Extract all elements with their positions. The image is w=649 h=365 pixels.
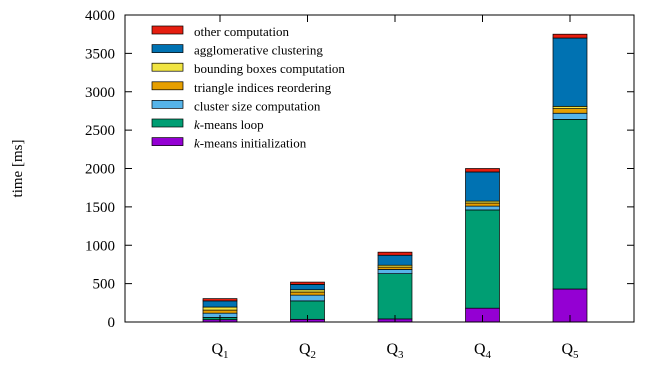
x-tick-label: Q3 [386,341,404,361]
y-tick-label: 3500 [85,46,115,62]
x-tick-labels: Q1 Q2 Q3 Q4 Q5 [211,15,579,361]
legend-swatch [151,100,184,109]
bar-segment-q3-series-7 [377,251,413,256]
bar-segment-q5-series-3 [552,112,588,120]
bar-segment-q1-series-4 [202,309,238,314]
bar-segment-q1-series-5 [202,306,238,311]
legend-swatch [151,118,184,128]
legend-label: triangle indices reordering [194,80,332,95]
legend-swatch [151,44,184,53]
y-axis-label: time [ms] [10,140,26,198]
bar-segment-q3-series-2 [377,273,413,320]
bar-segment-q2-series-3 [290,294,325,302]
y-tick-label: 3000 [85,85,115,101]
legend-label: agglomerative clustering [194,43,323,58]
bar-segment-q2-series-7 [290,281,325,285]
y-tick-label: 2500 [85,123,115,139]
x-tick-label: Q5 [561,341,579,361]
legend-label: bounding boxes computation [194,61,345,76]
bar-segment-q5-series-7 [552,33,588,39]
y-ticks: 0 500 1000 1500 2000 2500 3000 3500 4000 [85,8,634,331]
legend-label: k-means initialization [194,136,307,151]
bar-segment-q4-series-6 [465,171,500,202]
bars-layer [202,33,588,323]
bar-segment-q1-series-6 [202,300,238,308]
legend-swatch [151,25,184,35]
x-tick-label: Q4 [474,341,492,361]
legend: other computation agglomerative clusterin… [151,24,345,151]
y-tick-label: 1500 [85,200,115,216]
legend-swatch [151,137,184,146]
bar-segment-q4-series-4 [465,202,500,207]
legend-swatch [151,62,184,72]
legend-label: k-means loop [194,117,264,132]
legend-label: other computation [194,24,289,39]
bar-segment-q3-series-3 [377,269,413,274]
x-tick-label: Q2 [299,341,316,361]
y-tick-label: 0 [108,315,116,331]
y-tick-label: 4000 [85,8,115,24]
legend-label: cluster size computation [194,98,321,113]
bar-segment-q2-series-6 [290,284,325,291]
bar-segment-q2-series-4 [290,291,325,296]
x-tick-label: Q1 [211,341,228,361]
y-tick-label: 500 [93,277,116,293]
bar-segment-q5-series-6 [552,37,588,107]
bar-segment-q5-series-4 [552,108,588,114]
bar-segment-q3-series-6 [377,254,413,266]
bar-segment-q5-series-2 [552,119,588,290]
bar-segment-q4-series-2 [465,209,500,309]
bar-segment-q1-series-7 [202,298,238,302]
y-tick-label: 2000 [85,162,115,178]
legend-swatch [151,81,184,91]
bar-segment-q4-series-7 [465,168,500,173]
y-tick-label: 1000 [85,238,115,254]
bar-segment-q4-series-3 [465,205,500,211]
